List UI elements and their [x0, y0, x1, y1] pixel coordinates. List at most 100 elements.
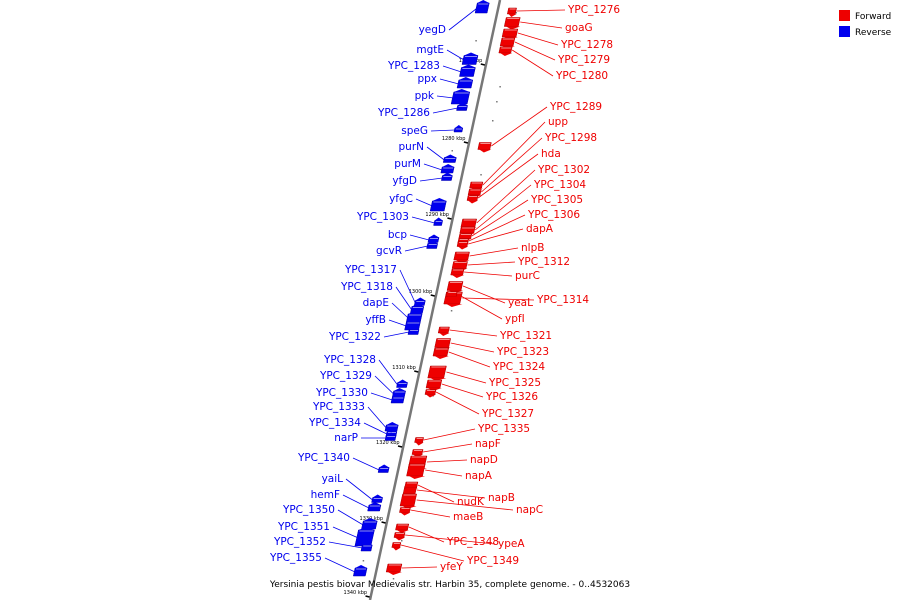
gene-glyph[interactable] — [437, 326, 450, 336]
gene-label[interactable]: YPC_1322 — [328, 331, 381, 343]
gene-label[interactable]: YPC_1350 — [282, 504, 335, 516]
gene-label[interactable]: YPC_1286 — [377, 107, 430, 119]
gene-label[interactable]: yegD — [419, 24, 446, 36]
gene-label[interactable]: gcvR — [376, 245, 402, 257]
gene-glyph[interactable] — [424, 389, 437, 398]
gene-glyph[interactable] — [456, 241, 469, 250]
gene-label[interactable]: napC — [516, 504, 543, 516]
gene-glyph[interactable] — [361, 518, 378, 530]
gene-label[interactable]: napD — [470, 454, 498, 466]
gene-label[interactable]: YPC_1351 — [277, 521, 330, 533]
gene-glyph[interactable] — [427, 365, 447, 381]
gene-glyph[interactable] — [461, 52, 479, 65]
gene-label[interactable]: ypfI — [505, 313, 525, 325]
gene-label[interactable]: YPC_1334 — [308, 417, 361, 429]
gene-label[interactable]: YPC_1325 — [488, 377, 541, 389]
gene-glyph[interactable] — [506, 7, 517, 17]
gene-glyph[interactable] — [442, 154, 457, 163]
gene-glyph[interactable] — [425, 379, 443, 391]
gene-glyph[interactable] — [445, 291, 458, 300]
gene-label[interactable]: yfeY — [440, 561, 463, 573]
gene-glyph[interactable] — [384, 432, 397, 441]
gene-label[interactable]: dapE — [363, 297, 389, 309]
gene-glyph[interactable] — [377, 464, 390, 473]
gene-label[interactable]: YPC_1276 — [567, 4, 620, 16]
gene-label[interactable]: YPC_1333 — [312, 401, 365, 413]
gene-label[interactable]: YPC_1304 — [533, 179, 586, 191]
gene-label[interactable]: YPC_1305 — [530, 194, 583, 206]
gene-label[interactable]: mgtE — [416, 44, 444, 56]
gene-glyph[interactable] — [474, 0, 490, 14]
gene-glyph[interactable] — [393, 532, 406, 541]
gene-label[interactable]: purM — [394, 158, 421, 170]
gene-label[interactable]: ppk — [415, 90, 435, 102]
gene-glyph[interactable] — [433, 217, 443, 226]
gene-label[interactable]: hda — [541, 148, 561, 160]
gene-glyph[interactable] — [411, 449, 424, 458]
gene-label[interactable]: YPC_1324 — [492, 361, 545, 373]
gene-label[interactable]: YPC_1335 — [477, 423, 530, 435]
gene-glyph[interactable] — [459, 64, 476, 77]
gene-label[interactable]: nudK — [457, 496, 485, 508]
gene-glyph[interactable] — [371, 494, 383, 503]
gene-glyph[interactable] — [498, 46, 513, 56]
gene-glyph[interactable] — [456, 102, 468, 111]
gene-label[interactable]: napA — [465, 470, 493, 482]
gene-label[interactable]: purN — [399, 141, 425, 153]
gene-label[interactable]: YPC_1289 — [549, 101, 602, 113]
gene-glyph[interactable] — [414, 437, 424, 446]
gene-label[interactable]: goaG — [565, 22, 593, 34]
gene-label[interactable]: YPC_1318 — [340, 281, 393, 293]
gene-label[interactable]: YPC_1314 — [536, 294, 589, 306]
gene-label[interactable]: YPC_1327 — [481, 408, 534, 420]
gene-label[interactable]: napF — [475, 438, 501, 450]
gene-label[interactable]: nlpB — [521, 242, 544, 254]
gene-glyph[interactable] — [429, 198, 447, 212]
gene-glyph[interactable] — [427, 234, 440, 243]
gene-glyph[interactable] — [441, 172, 453, 181]
gene-glyph[interactable] — [446, 281, 464, 294]
gene-glyph[interactable] — [407, 326, 420, 335]
gene-glyph[interactable] — [385, 563, 403, 575]
gene-label[interactable]: upp — [548, 116, 568, 128]
gene-glyph[interactable] — [360, 542, 373, 552]
gene-glyph[interactable] — [399, 493, 417, 509]
gene-label[interactable]: dapA — [526, 223, 554, 235]
gene-label[interactable]: bcp — [388, 229, 407, 241]
gene-label[interactable]: ppx — [417, 73, 437, 85]
gene-label[interactable]: YPC_1306 — [527, 209, 580, 221]
gene-label[interactable]: yfgD — [392, 175, 417, 187]
gene-glyph[interactable] — [354, 527, 375, 547]
gene-glyph[interactable] — [390, 394, 405, 404]
gene-label[interactable]: YPC_1352 — [273, 536, 326, 548]
gene-glyph[interactable] — [367, 502, 382, 512]
gene-label[interactable]: YPC_1355 — [269, 552, 322, 564]
gene-label[interactable]: YPC_1340 — [297, 452, 350, 464]
gene-label[interactable]: YPC_1321 — [499, 330, 552, 342]
gene-glyph[interactable] — [413, 297, 426, 306]
gene-glyph[interactable] — [450, 89, 471, 105]
gene-glyph[interactable] — [404, 481, 419, 491]
gene-label[interactable]: yfgC — [389, 193, 413, 205]
gene-label[interactable]: YPC_1278 — [560, 39, 613, 51]
gene-label[interactable]: YPC_1303 — [356, 211, 409, 223]
gene-glyph[interactable] — [503, 17, 521, 30]
gene-label[interactable]: YPC_1323 — [496, 346, 549, 358]
gene-glyph[interactable] — [440, 164, 455, 174]
gene-glyph[interactable] — [406, 463, 426, 479]
gene-label[interactable]: YPC_1312 — [517, 256, 570, 268]
gene-glyph[interactable] — [384, 422, 399, 432]
gene-label[interactable]: YPC_1279 — [557, 54, 610, 66]
gene-label[interactable]: narP — [334, 432, 358, 444]
gene-label[interactable]: YPC_1326 — [485, 391, 538, 403]
gene-label[interactable]: YPC_1329 — [319, 370, 372, 382]
gene-label[interactable]: ypeA — [498, 538, 525, 550]
gene-glyph[interactable] — [391, 542, 402, 551]
gene-glyph[interactable] — [396, 379, 408, 388]
gene-label[interactable]: yaiL — [322, 473, 344, 485]
gene-glyph[interactable] — [466, 195, 479, 204]
gene-glyph[interactable] — [395, 523, 410, 533]
gene-label[interactable]: speG — [401, 125, 428, 137]
gene-label[interactable]: purC — [515, 270, 540, 282]
gene-label[interactable]: YPC_1317 — [344, 264, 397, 276]
